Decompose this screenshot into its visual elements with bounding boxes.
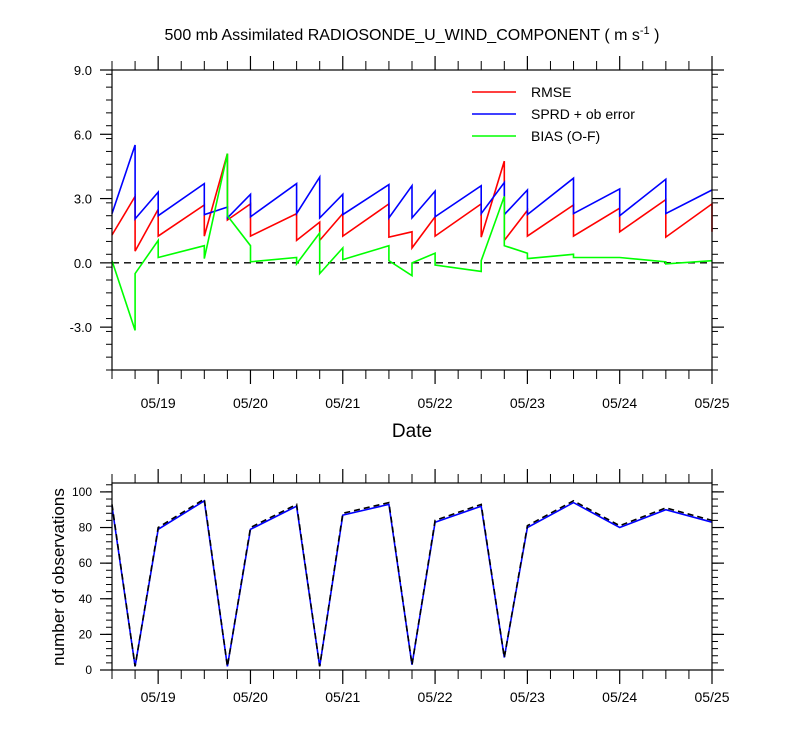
top-y-tick-label: 6.0: [74, 127, 92, 142]
bottom-y-tick-label: 100: [72, 485, 92, 499]
bottom-tick-labels: 05/19 05/20 05/21 05/22 05/23 05/24 05/25 0 20 40…: [72, 485, 730, 705]
top-series-line-1: [111, 144, 713, 222]
bottom-y-tick-label: 80: [79, 521, 93, 535]
bottom-y-tick-label: 20: [79, 627, 93, 641]
top-series-line-2: [111, 153, 713, 331]
top-x-tick-label: 05/20: [233, 395, 268, 411]
bottom-chart-panel: 05/19 05/20 05/21 05/22 05/23 05/24 05/25 0 20 40…: [49, 469, 730, 705]
legend-label: SPRD + ob error: [531, 106, 635, 122]
top-series-lines: [111, 144, 713, 331]
top-x-tick-label: 05/25: [694, 395, 729, 411]
bottom-x-tick-label: 05/22: [418, 689, 453, 705]
legend-label: RMSE: [531, 84, 571, 100]
bottom-x-tick-label: 05/24: [602, 689, 637, 705]
top-ticks: [100, 56, 724, 384]
top-legend: RMSE SPRD + ob error BIAS (O-F): [472, 84, 635, 144]
top-series-line-0: [111, 153, 713, 252]
chart-title-main: 500 mb Assimilated RADIOSONDE_U_WIND_COM…: [165, 27, 640, 44]
bottom-y-axis-label: number of observations: [49, 488, 68, 666]
top-x-tick-label: 05/22: [418, 395, 453, 411]
top-y-tick-label: 9.0: [74, 63, 92, 78]
top-x-tick-label: 05/23: [510, 395, 545, 411]
bottom-series-lines: [111, 497, 713, 667]
top-x-axis-label: Date: [392, 421, 432, 442]
bottom-ticks: [100, 469, 724, 684]
bottom-y-tick-label: 40: [79, 592, 93, 606]
top-y-tick-label: -3.0: [70, 320, 92, 335]
bottom-plot-frame: [111, 482, 713, 671]
bottom-x-tick-label: 05/19: [141, 689, 176, 705]
bottom-x-tick-label: 05/25: [694, 689, 729, 705]
top-x-tick-label: 05/24: [602, 395, 637, 411]
bottom-x-tick-label: 05/21: [325, 689, 360, 705]
chart-title: 500 mb Assimilated RADIOSONDE_U_WIND_COM…: [165, 25, 660, 44]
bottom-x-tick-label: 05/20: [233, 689, 268, 705]
chart-title-superscript: -1: [640, 25, 650, 37]
bottom-y-tick-label: 60: [79, 556, 93, 570]
chart-title-end: ): [650, 27, 660, 44]
bottom-series-line-1: [111, 497, 713, 667]
top-y-tick-label: 0.0: [74, 256, 92, 271]
top-plot-frame: [111, 69, 713, 371]
legend-label: BIAS (O-F): [531, 128, 600, 144]
bottom-y-tick-label: 0: [85, 663, 92, 677]
top-chart-panel: 05/19 05/20 05/21 05/22 05/23 05/24 05/25 9.0 6.…: [70, 56, 730, 442]
top-tick-labels: 05/19 05/20 05/21 05/22 05/23 05/24 05/25 9.0 6.…: [70, 63, 730, 411]
bottom-x-tick-label: 05/23: [510, 689, 545, 705]
top-x-tick-label: 05/19: [141, 395, 176, 411]
top-y-tick-label: 3.0: [74, 192, 92, 207]
top-x-tick-label: 05/21: [325, 395, 360, 411]
